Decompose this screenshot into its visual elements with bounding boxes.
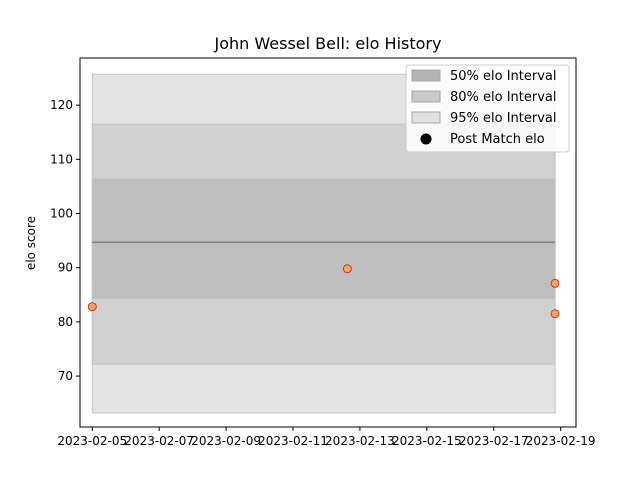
plot-frame (79, 57, 577, 428)
data-point (550, 309, 560, 319)
y-tick-label: 120 (50, 98, 73, 112)
legend-swatch (411, 69, 441, 82)
data-point (87, 302, 97, 312)
y-tick-label: 100 (50, 207, 73, 221)
y-tick-label: 70 (58, 369, 73, 383)
y-tick-label: 90 (58, 261, 73, 275)
y-tick-label: 110 (50, 152, 73, 166)
x-tick-label: 2023-02-19 (526, 434, 596, 448)
data-point (550, 278, 560, 288)
x-tick-label: 2023-02-13 (325, 434, 395, 448)
legend-swatch (411, 111, 441, 124)
x-tick-label: 2023-02-09 (191, 434, 261, 448)
x-tick-label: 2023-02-11 (258, 434, 328, 448)
y-axis-label: elo score (24, 216, 38, 270)
x-tick-label: 2023-02-15 (392, 434, 462, 448)
legend-label: Post Match elo (450, 132, 545, 147)
axes: 7080901001101202023-02-052023-02-072023-… (50, 57, 596, 448)
legend-swatch (411, 90, 441, 103)
legend: 50% elo Interval 80% elo Interval 95% elo … (405, 64, 570, 153)
legend-label: 80% elo Interval (450, 90, 557, 105)
legend-marker (420, 133, 432, 145)
data-points (87, 264, 560, 319)
legend-box (405, 64, 570, 153)
data-point (342, 264, 352, 274)
x-tick-label: 2023-02-17 (459, 434, 529, 448)
x-tick-label: 2023-02-05 (57, 434, 127, 448)
y-tick-label: 80 (58, 315, 73, 329)
legend-label: 95% elo Interval (450, 111, 557, 126)
x-tick-label: 2023-02-07 (124, 434, 194, 448)
legend-label: 50% elo Interval (450, 69, 557, 84)
chart-title: John Wessel Bell: elo History (214, 34, 442, 53)
interval-band (91, 178, 556, 300)
